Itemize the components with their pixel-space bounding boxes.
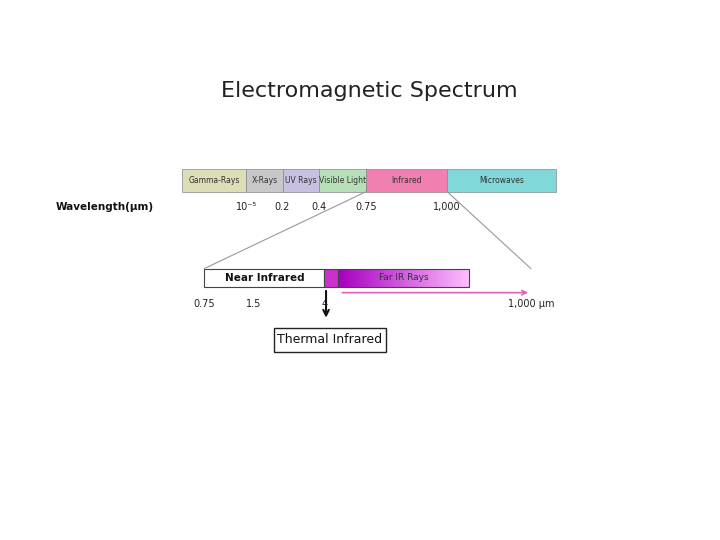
Bar (400, 268, 402, 287)
Bar (204, 268, 324, 287)
Text: Thermal Infrared: Thermal Infrared (277, 333, 382, 346)
Text: 0.75: 0.75 (356, 202, 377, 212)
Bar (356, 268, 359, 287)
Bar (246, 168, 282, 192)
Bar (436, 268, 439, 287)
Bar (444, 268, 446, 287)
Text: Microwaves: Microwaves (479, 176, 524, 185)
Bar (408, 268, 411, 287)
Bar (324, 268, 338, 287)
Bar (378, 268, 380, 287)
Text: X-Rays: X-Rays (251, 176, 277, 185)
Text: 4: 4 (321, 299, 328, 309)
Bar (391, 268, 394, 287)
Bar (448, 268, 450, 287)
Text: Far IR Rays: Far IR Rays (379, 273, 428, 282)
Bar (347, 268, 350, 287)
Text: Visible Light: Visible Light (319, 176, 366, 185)
Text: 10⁻⁵: 10⁻⁵ (235, 202, 257, 212)
Bar (459, 268, 462, 287)
Bar (428, 268, 431, 287)
Bar (395, 268, 398, 287)
Bar (465, 268, 468, 287)
Bar (439, 268, 441, 287)
Bar (417, 268, 420, 287)
Bar (410, 268, 413, 287)
Bar (343, 268, 346, 287)
Bar (358, 268, 361, 287)
Bar (371, 268, 374, 287)
Bar (182, 168, 246, 192)
Bar (362, 268, 365, 287)
Bar (441, 268, 444, 287)
Bar (338, 268, 341, 287)
Bar (389, 268, 392, 287)
Bar (397, 268, 400, 287)
Bar (319, 168, 366, 192)
Bar (338, 268, 469, 287)
Bar (419, 268, 422, 287)
Text: UV Rays: UV Rays (285, 176, 317, 185)
Bar (415, 268, 418, 287)
Text: Near Infrared: Near Infrared (225, 273, 304, 283)
Bar (463, 268, 466, 287)
Bar (456, 268, 459, 287)
Bar (366, 268, 369, 287)
Text: 0.4: 0.4 (311, 202, 326, 212)
Bar (432, 268, 435, 287)
Text: 0.2: 0.2 (275, 202, 290, 212)
Bar (382, 268, 384, 287)
Bar (402, 268, 405, 287)
Text: 1,000 μm: 1,000 μm (508, 299, 554, 309)
Bar (454, 268, 457, 287)
Bar (354, 268, 356, 287)
Bar (404, 268, 407, 287)
Bar (366, 168, 447, 192)
Bar (364, 268, 367, 287)
Bar (452, 268, 455, 287)
Text: Wavelength(μm): Wavelength(μm) (56, 202, 154, 212)
Bar (447, 168, 556, 192)
Bar (380, 268, 382, 287)
Bar (434, 268, 437, 287)
Text: 1,000: 1,000 (433, 202, 461, 212)
Bar (369, 268, 372, 287)
Bar (373, 268, 376, 287)
Bar (461, 268, 464, 287)
Bar (360, 268, 363, 287)
Bar (351, 268, 354, 287)
Bar (406, 268, 409, 287)
Bar (393, 268, 396, 287)
Bar (341, 268, 343, 287)
Bar (426, 268, 428, 287)
Bar (282, 168, 319, 192)
Text: 0.75: 0.75 (194, 299, 215, 309)
Bar (446, 268, 448, 287)
Bar (430, 268, 433, 287)
Text: Gamma-Rays: Gamma-Rays (189, 176, 240, 185)
Bar (375, 268, 378, 287)
Text: Electromagnetic Spectrum: Electromagnetic Spectrum (221, 82, 517, 102)
Bar (467, 268, 470, 287)
Bar (345, 268, 348, 287)
Text: Infrared: Infrared (392, 176, 422, 185)
Bar (413, 268, 415, 287)
Bar (384, 268, 387, 287)
Bar (421, 268, 424, 287)
Bar (349, 268, 352, 287)
Bar (423, 268, 426, 287)
Bar (450, 268, 452, 287)
Bar (274, 328, 386, 352)
Bar (387, 268, 389, 287)
Text: 1.5: 1.5 (246, 299, 261, 309)
